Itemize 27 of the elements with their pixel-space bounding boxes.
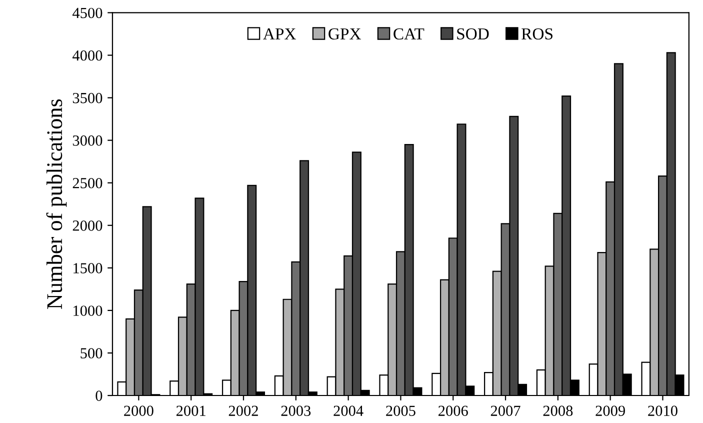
x-tick-label: 2004	[334, 406, 364, 416]
legend-label: CAT	[394, 28, 424, 40]
y-tick-label: 3500	[72, 92, 102, 104]
y-tick-label: 4500	[72, 8, 102, 18]
x-tick-label: 2008	[543, 406, 573, 416]
x-tick-label: 2009	[596, 406, 625, 416]
y-tick-label: 2000	[72, 220, 102, 231]
x-tick-label: 2010	[648, 406, 678, 416]
y-tick-label: 1500	[74, 263, 102, 274]
x-tick-label: 2006	[438, 406, 468, 416]
y-tick-label: 500	[80, 348, 102, 358]
x-tick-label: 2007	[490, 406, 520, 416]
x-tick-label: 2000	[124, 406, 154, 416]
x-tick-label: 2005	[386, 406, 416, 416]
legend-label: APX	[263, 28, 296, 40]
x-tick-label: 2001	[176, 406, 206, 416]
y-tick-label: 1000	[74, 306, 102, 316]
y-tick-label: 0	[96, 390, 102, 401]
x-tick-label: 2002	[228, 406, 258, 416]
y-axis-title: Number of publications	[46, 99, 67, 309]
legend-label: GPX	[328, 28, 361, 40]
legend-label: ROS	[522, 28, 552, 40]
legend-label: SOD	[457, 28, 489, 40]
y-tick-label: 4000	[72, 50, 102, 61]
x-tick-label: 2003	[281, 406, 311, 416]
y-tick-label: 2500	[72, 178, 102, 188]
y-tick-label: 3000	[72, 135, 102, 146]
